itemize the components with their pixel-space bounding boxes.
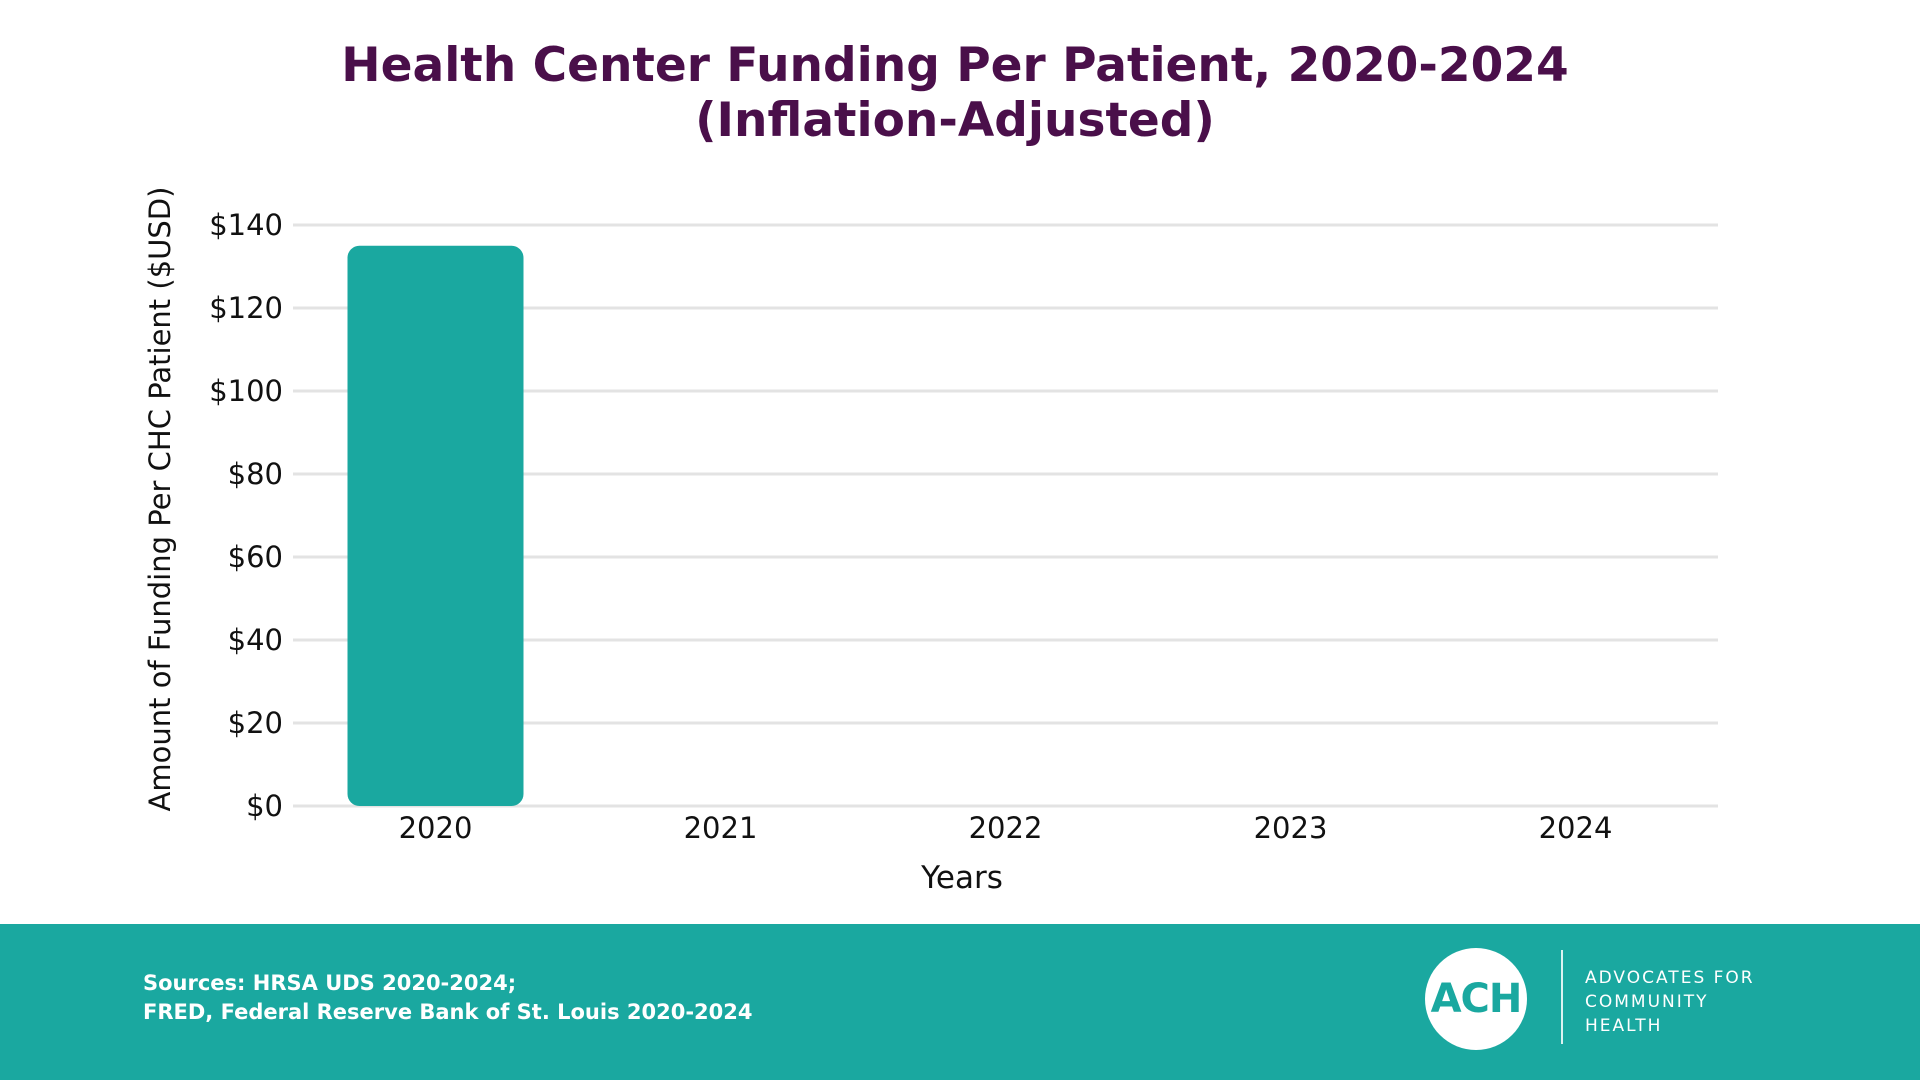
x-tick-label: 2022: [969, 811, 1043, 845]
x-axis-label: Years: [920, 860, 1003, 896]
y-axis-label: Amount of Funding Per CHC Patient ($USD): [143, 186, 177, 812]
bar-2020: [347, 245, 524, 806]
x-tick-label: 2020: [399, 811, 473, 845]
y-tick-label: $80: [228, 457, 283, 491]
chart-title: Health Center Funding Per Patient, 2020-…: [0, 38, 1910, 148]
sources-line-1: Sources: HRSA UDS 2020-2024;: [143, 971, 517, 995]
y-tick-label: $120: [209, 291, 283, 325]
sources-line-2: FRED, Federal Reserve Bank of St. Louis …: [143, 1000, 753, 1024]
x-tick-label: 2024: [1539, 811, 1613, 845]
gridlines: [293, 223, 1718, 808]
y-tick-label: $20: [228, 706, 283, 740]
y-tick-label: $140: [209, 208, 283, 242]
logo-wordmark-line-1: ADVOCATES FOR: [1585, 968, 1755, 988]
y-tick-label: $0: [246, 789, 283, 823]
bars: [347, 245, 524, 806]
logo-wordmark-line-3: HEALTH: [1585, 1016, 1663, 1036]
ach-logo-letters: ACH: [1430, 976, 1523, 1022]
ach-logo-wordmark: ADVOCATES FOR COMMUNITY HEALTH: [1585, 966, 1755, 1038]
ach-logo-mark: ACH: [1425, 948, 1527, 1050]
bar-chart: $0$20$40$60$80$100$120$140 2020 2021 2022 2…: [209, 208, 1718, 896]
y-tick-label: $40: [228, 623, 283, 657]
y-tick-label: $60: [228, 540, 283, 574]
logo-divider: [1561, 950, 1563, 1044]
x-tick-label: 2023: [1254, 811, 1328, 845]
chart-title-line-1: Health Center Funding Per Patient, 2020-…: [341, 38, 1569, 93]
footer-band: Sources: HRSA UDS 2020-2024; FRED, Feder…: [0, 924, 1920, 1080]
chart-title-line-2: (Inflation-Adjusted): [695, 93, 1215, 148]
logo-wordmark-line-2: COMMUNITY: [1585, 992, 1709, 1012]
sources-note: Sources: HRSA UDS 2020-2024; FRED, Feder…: [143, 969, 753, 1027]
x-axis-ticks: 2020 2021 2022 2023 2024: [399, 811, 1613, 845]
y-tick-label: $100: [209, 374, 283, 408]
y-axis-ticks: $0 $20 $40 $60 $80 $100 $120 $140: [209, 208, 283, 823]
x-tick-label: 2021: [684, 811, 758, 845]
